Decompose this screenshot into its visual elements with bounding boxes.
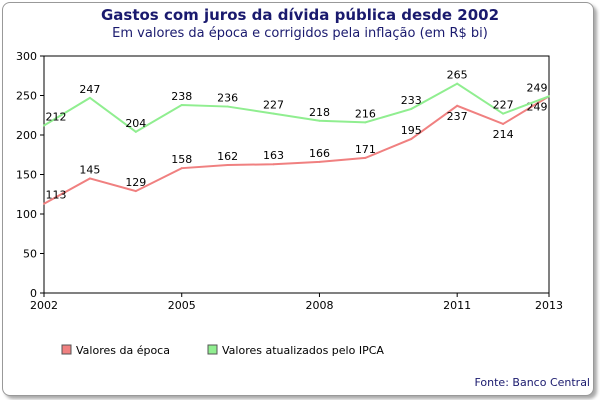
legend-swatch: [61, 344, 72, 355]
data-label: 195: [401, 124, 422, 137]
data-point: [410, 107, 413, 110]
data-point: [318, 119, 321, 122]
data-label: 145: [79, 163, 100, 176]
data-point: [134, 190, 137, 193]
data-point: [410, 137, 413, 140]
data-label: 216: [355, 107, 376, 120]
data-point: [43, 202, 45, 205]
series-line-0: [43, 95, 550, 205]
y-tick-label: 100: [16, 208, 37, 221]
data-label: 238: [171, 90, 192, 103]
data-point: [180, 167, 183, 170]
data-point: [43, 124, 45, 127]
data-label: 129: [125, 176, 146, 189]
data-label: 247: [79, 83, 100, 96]
legend-label: Valores da época: [76, 344, 170, 357]
data-label: 163: [263, 149, 284, 162]
data-label: 218: [309, 106, 330, 119]
data-label: 265: [447, 69, 468, 82]
y-tick-label: 200: [16, 129, 37, 142]
data-label: 214: [493, 128, 514, 141]
data-label: 227: [263, 99, 284, 112]
data-label: 158: [171, 153, 192, 166]
y-tick-label: 0: [30, 287, 37, 300]
legend-swatch: [207, 344, 218, 355]
legend-label: Valores atualizados pelo IPCA: [222, 344, 384, 357]
data-point: [134, 130, 137, 133]
source-note: Fonte: Banco Central: [474, 376, 590, 389]
y-tick-label: 150: [16, 169, 37, 182]
data-point: [272, 163, 275, 166]
data-point: [456, 82, 459, 85]
y-tick-label: 50: [23, 248, 37, 261]
data-point: [502, 112, 505, 115]
chart-subtitle: Em valores da época e corrigidos pela in…: [112, 26, 488, 41]
data-label: 233: [401, 94, 422, 107]
x-tick-label: 2008: [305, 299, 333, 312]
x-tick-label: 2005: [168, 299, 196, 312]
series-line-1: [43, 82, 550, 134]
data-label: 212: [46, 111, 67, 124]
data-point: [502, 122, 505, 125]
x-tick-label: 2002: [30, 299, 58, 312]
y-tick-label: 250: [16, 90, 37, 103]
data-point: [88, 177, 91, 180]
data-label: 113: [46, 189, 67, 202]
y-tick-label: 300: [16, 50, 37, 63]
data-label: 227: [493, 99, 514, 112]
data-label: 237: [447, 110, 468, 123]
data-label: 166: [309, 147, 330, 160]
data-label: 171: [355, 143, 376, 156]
data-label: 236: [217, 92, 238, 105]
data-point: [180, 103, 183, 106]
data-point: [226, 105, 229, 108]
x-tick-label: 2013: [535, 299, 563, 312]
data-point: [318, 160, 321, 163]
data-point: [88, 96, 91, 99]
data-point: [456, 104, 459, 107]
data-point: [364, 121, 367, 124]
data-point: [364, 156, 367, 159]
data-label: 249: [527, 100, 548, 113]
data-label: 249: [527, 81, 548, 94]
data-point: [272, 112, 275, 115]
plot-frame: [43, 55, 550, 294]
data-label: 204: [125, 117, 146, 130]
data-point: [226, 164, 229, 167]
x-tick-label: 2011: [443, 299, 471, 312]
data-label: 162: [217, 150, 238, 163]
data-point: [548, 95, 550, 98]
chart-card: [2, 2, 594, 396]
chart-title: Gastos com juros da dívida pública desde…: [100, 6, 500, 24]
